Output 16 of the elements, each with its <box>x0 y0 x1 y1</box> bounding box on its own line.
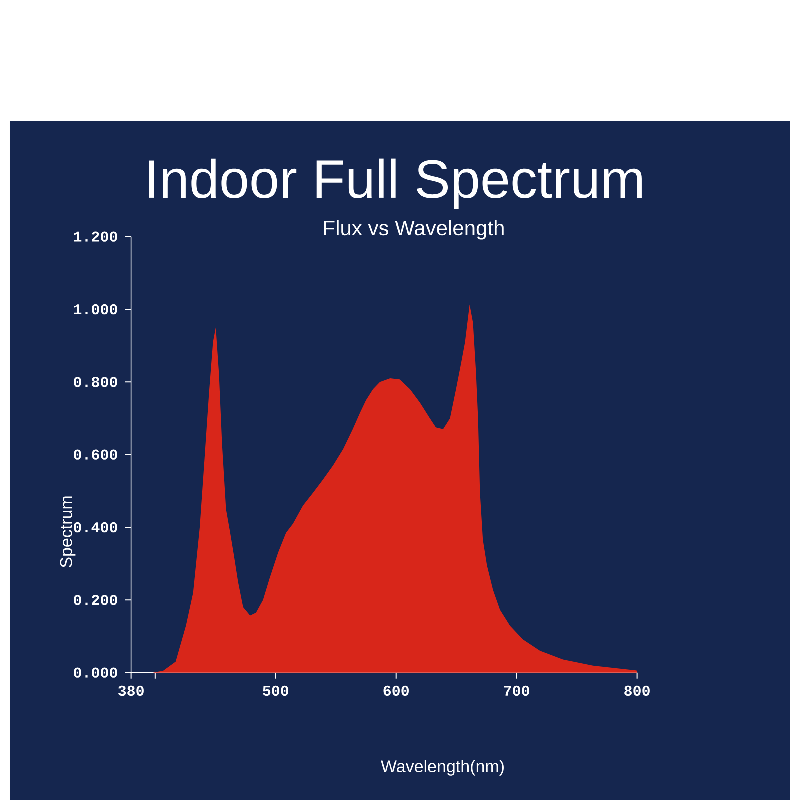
x-tick-label: 500 <box>263 686 289 696</box>
y-axis-title: Spectrum <box>60 496 76 568</box>
x-axis-title: Wavelength(nm) <box>381 760 504 776</box>
y-tick-label: 0.200 <box>74 595 118 606</box>
chart-title: Indoor Full Spectrum <box>149 158 642 210</box>
x-tick-label: 380 <box>118 686 144 696</box>
x-tick-label: 700 <box>504 686 530 696</box>
y-tick-label: 1.200 <box>74 232 118 242</box>
x-tick-label: 800 <box>624 686 650 696</box>
y-tick-label: 0.600 <box>74 450 118 460</box>
y-tick-label: 0.800 <box>74 377 118 388</box>
y-tick-label: 0.400 <box>74 522 118 533</box>
x-tick-label: 600 <box>384 686 409 696</box>
y-tick-label: 1.000 <box>74 304 118 315</box>
chart-subtitle: Flux vs Wavelength <box>324 220 504 240</box>
y-tick-label: 0.000 <box>74 668 118 678</box>
